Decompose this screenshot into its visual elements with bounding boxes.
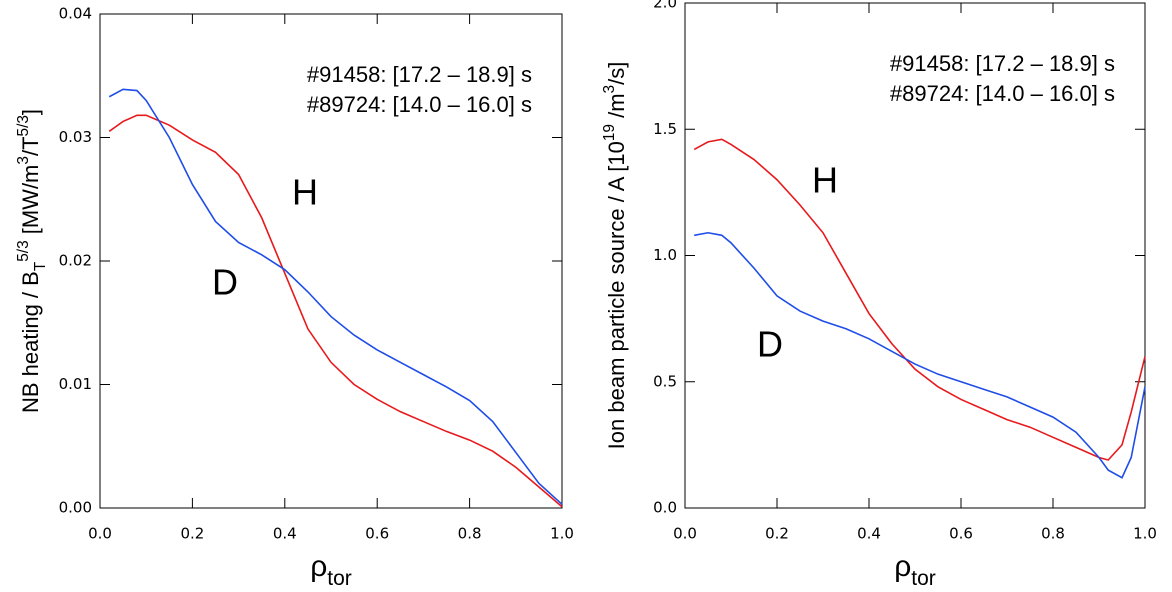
legend-entry: #91458: [17.2 – 18.9] s — [890, 51, 1115, 76]
label-part: NB heating / B — [18, 271, 43, 413]
legend-entry: #89724: [14.0 – 16.0] s — [890, 81, 1115, 106]
series-line — [108, 114, 563, 508]
x-tick-label: 0.4 — [273, 525, 297, 543]
label-part: /s] — [604, 62, 629, 85]
x-tick-label: 0.2 — [180, 525, 204, 543]
x-tick-label: 0.0 — [88, 525, 112, 543]
series-line — [694, 231, 1146, 479]
x-tick-label: 0.8 — [458, 525, 482, 543]
y-axis-label: NB heating / BT5/3 [MW/m3/T5/3] — [15, 109, 49, 413]
label-part: 3 — [15, 156, 32, 165]
legend-entry: #89724: [14.0 – 16.0] s — [307, 92, 532, 117]
annotation: H — [292, 172, 318, 213]
y-tick-label: 2.0 — [653, 0, 677, 12]
y-tick-label: 1.0 — [653, 246, 677, 264]
legend-entry: #91458: [17.2 – 18.9] s — [307, 62, 532, 87]
y-tick-label: 0.00 — [59, 499, 92, 517]
y-tick-label: 0.0 — [653, 499, 677, 517]
x-tick-label: 1.0 — [1133, 525, 1157, 543]
y-tick-label: 0.5 — [653, 372, 677, 390]
label-part: ρ — [310, 550, 327, 583]
annotation: D — [212, 262, 238, 303]
x-tick-label: 0.4 — [857, 525, 881, 543]
x-tick-label: 0.2 — [765, 525, 789, 543]
series-line — [693, 138, 1146, 461]
x-tick-label: 0.6 — [949, 525, 973, 543]
plot-frame — [99, 13, 563, 509]
label-part: ρ — [894, 550, 911, 583]
annotation: D — [757, 324, 783, 365]
x-tick-label: 1.0 — [550, 525, 574, 543]
label-part: ] — [18, 109, 43, 115]
y-tick-label: 0.02 — [59, 252, 92, 270]
label-part: 5/3 — [15, 115, 32, 136]
y-tick-label: 0.03 — [59, 128, 92, 146]
x-tick-label: 0.6 — [365, 525, 389, 543]
label-part: T — [32, 261, 49, 271]
label-part: 5/3 — [15, 240, 32, 261]
label-part: tor — [327, 567, 352, 590]
label-part: tor — [911, 567, 936, 590]
x-axis-label: ρtor — [310, 550, 352, 590]
y-tick-label: 0.04 — [59, 5, 92, 23]
x-tick-label: 0.0 — [673, 525, 697, 543]
label-part: 19 — [601, 124, 618, 141]
y-axis-label: Ion beam particle source / A [1019 /m3/s… — [601, 62, 629, 450]
label-part: /T — [18, 136, 43, 156]
annotation: H — [812, 160, 838, 201]
y-tick-label: 0.01 — [59, 375, 92, 393]
label-part: Ion beam particle source / A [10 — [604, 141, 629, 449]
label-part: 3 — [601, 85, 618, 94]
label-part: [MW/m — [18, 165, 43, 241]
x-tick-label: 0.8 — [1041, 525, 1065, 543]
label-part: /m — [604, 93, 629, 124]
x-axis-label: ρtor — [894, 550, 936, 590]
series-line — [108, 88, 563, 505]
y-tick-label: 1.5 — [653, 120, 677, 138]
